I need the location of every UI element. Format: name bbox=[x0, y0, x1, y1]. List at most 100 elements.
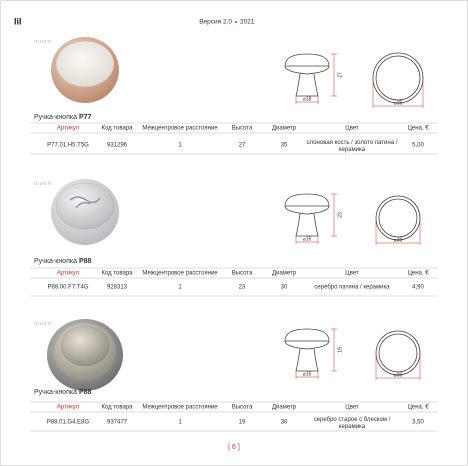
column-header: Код товара bbox=[101, 405, 133, 411]
product-photo bbox=[47, 319, 123, 391]
separator-dot bbox=[235, 21, 237, 23]
column-header: Цвет bbox=[345, 405, 359, 411]
brand-logo: GIUSTI bbox=[34, 181, 52, 186]
product-title: Ручка-кнопка P88 bbox=[34, 258, 91, 265]
column-header: Код товара bbox=[101, 271, 133, 277]
column-header: Межцентровое расстояние bbox=[142, 126, 218, 132]
table-cell: 1 bbox=[178, 285, 182, 291]
table-cell: 937477 bbox=[107, 420, 128, 426]
table-cell: 27 bbox=[239, 143, 246, 149]
table-cell: 1 bbox=[178, 143, 182, 149]
height-dimension bbox=[331, 328, 337, 372]
version: Версия 2.0 bbox=[199, 19, 232, 26]
product-model: P88 bbox=[79, 258, 92, 265]
page-number: [ 6 ] bbox=[228, 444, 240, 451]
table-cell: P88.00.F7.T4G bbox=[47, 285, 88, 291]
base-label: ⌀18 bbox=[303, 96, 312, 102]
year: 2021 bbox=[240, 19, 255, 26]
cell-line: слоновая кость / золото патина / bbox=[307, 140, 398, 146]
product-model: P77 bbox=[79, 114, 92, 121]
outer-ring bbox=[372, 52, 424, 104]
profile bbox=[284, 193, 330, 237]
column-header: Артикул bbox=[57, 126, 80, 132]
column-header: Межцентровое расстояние bbox=[142, 405, 218, 411]
column-header: Высота bbox=[232, 126, 253, 132]
product-name: Ручка-кнопка bbox=[34, 258, 77, 265]
base-label: ⌀16 bbox=[303, 236, 312, 242]
brand-logo: GIUSTI bbox=[34, 39, 52, 44]
top-drawing: ⌀30 bbox=[375, 195, 421, 245]
column-header: Цена, € bbox=[407, 126, 429, 132]
table-cell: 4,90 bbox=[412, 285, 424, 291]
base-label: ⌀16 bbox=[303, 371, 312, 377]
base-dimension bbox=[295, 96, 319, 104]
diameter-dimension bbox=[375, 353, 421, 380]
table-cell: 3,50 bbox=[412, 420, 424, 426]
knob-top bbox=[55, 40, 115, 88]
table-cell: 19 bbox=[239, 420, 246, 426]
column-header: Код товара bbox=[101, 126, 133, 132]
column-header: Цвет bbox=[345, 271, 359, 277]
column-header: Цена, € bbox=[407, 405, 429, 411]
table-cell: 30 bbox=[281, 420, 288, 426]
profile bbox=[284, 53, 330, 97]
diameter-dimension bbox=[372, 78, 424, 108]
column-header: Межцентровое расстояние bbox=[142, 271, 218, 277]
column-header: Диаметр bbox=[272, 405, 297, 411]
product-model: P88 bbox=[79, 389, 92, 396]
base-dimension bbox=[295, 371, 319, 379]
column-header: Цвет bbox=[345, 126, 359, 132]
table-cell: 35 bbox=[281, 143, 288, 149]
side-drawing: 19 ⌀16 bbox=[284, 328, 343, 379]
table-cell: 23 bbox=[239, 285, 246, 291]
outer-ring bbox=[375, 195, 421, 241]
table-cell: P77.01.H5.T5G bbox=[47, 143, 89, 149]
product-photo bbox=[51, 37, 119, 103]
outer-ring bbox=[375, 330, 421, 376]
table-cell: 30 bbox=[281, 285, 288, 291]
side-drawing: 23 ⌀16 bbox=[284, 193, 343, 244]
column-header: Высота bbox=[232, 271, 253, 277]
brand-logo: GIUSTI bbox=[34, 321, 52, 326]
column-header: Диаметр bbox=[272, 126, 297, 132]
height-label: 27 bbox=[337, 72, 343, 78]
cell-color: слоновая кость / золото патина / керамика bbox=[307, 140, 398, 153]
table-cell: 928313 bbox=[107, 285, 128, 291]
side-drawing: 27 ⌀18 bbox=[284, 53, 343, 104]
product-title: Ручка-кнопка P77 bbox=[34, 114, 91, 121]
product-title: Ручка-кнопка P88 bbox=[34, 389, 91, 396]
knob-top bbox=[55, 182, 115, 230]
inner-ring bbox=[378, 198, 418, 238]
product-name: Ручка-кнопка bbox=[34, 114, 77, 121]
inner-ring bbox=[378, 333, 418, 373]
product-name: Ручка-кнопка bbox=[34, 389, 77, 396]
profile bbox=[284, 328, 330, 372]
inner-ring bbox=[375, 55, 421, 101]
diameter-label: ⌀35 bbox=[394, 100, 403, 106]
diameter-dimension bbox=[375, 218, 421, 245]
top-drawing: ⌀30 bbox=[375, 330, 421, 380]
height-label: 19 bbox=[337, 347, 343, 353]
cell-line: керамика bbox=[339, 147, 366, 153]
cell-line: серебро старое с блеском / bbox=[314, 417, 391, 423]
diameter-label: ⌀30 bbox=[394, 237, 403, 243]
height-label: 23 bbox=[337, 212, 343, 218]
height-dimension bbox=[331, 193, 337, 237]
logo: lil bbox=[14, 16, 22, 26]
table-cell: 931296 bbox=[107, 143, 128, 149]
knob-top bbox=[60, 325, 110, 367]
cell-line: керамика bbox=[339, 424, 366, 430]
column-header: Диаметр bbox=[272, 271, 297, 277]
column-header: Артикул bbox=[57, 271, 80, 277]
column-header: Артикул bbox=[57, 405, 80, 411]
table-cell: P88.01.G4.E8G bbox=[47, 420, 90, 426]
floral-pattern bbox=[69, 196, 101, 209]
table-cell: серебро патина / керамика bbox=[314, 285, 390, 291]
top-drawing: ⌀35 bbox=[372, 52, 424, 108]
column-header: Высота bbox=[232, 405, 253, 411]
diameter-label: ⌀30 bbox=[394, 372, 403, 378]
table-cell: 5,00 bbox=[412, 143, 424, 149]
product-photo bbox=[51, 179, 119, 245]
cell-color: серебро старое с блеском / керамика bbox=[314, 417, 391, 430]
